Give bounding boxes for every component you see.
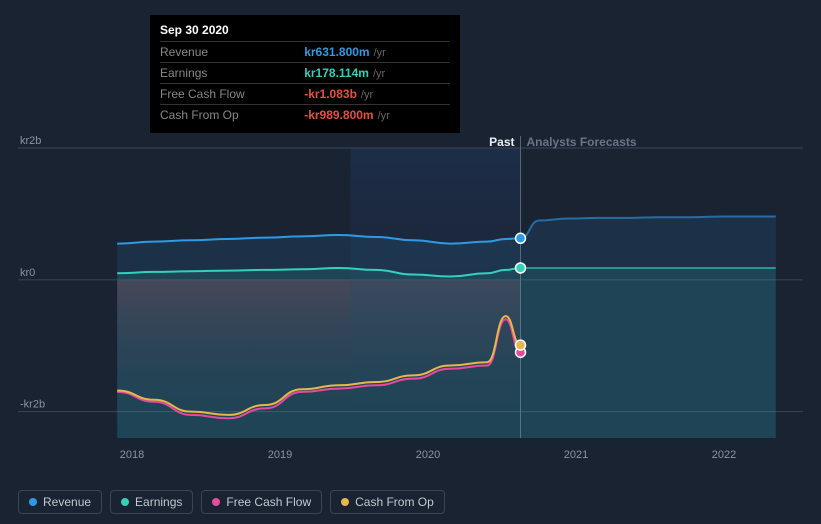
tooltip-row-unit: /yr — [374, 110, 390, 122]
tooltip-row-value: -kr989.800m — [304, 108, 373, 122]
legend-item-earnings[interactable]: Earnings — [110, 490, 193, 514]
svg-text:kr2b: kr2b — [20, 135, 41, 147]
svg-text:kr0: kr0 — [20, 267, 35, 279]
legend-dot — [29, 498, 37, 506]
svg-text:2018: 2018 — [120, 449, 144, 461]
svg-text:2022: 2022 — [712, 449, 736, 461]
legend-dot — [121, 498, 129, 506]
svg-text:-kr2b: -kr2b — [20, 399, 45, 411]
legend-dot — [212, 498, 220, 506]
chart-tooltip: Sep 30 2020 Revenuekr631.800m/yr Earnings… — [150, 15, 460, 133]
tooltip-row-unit: /yr — [357, 89, 373, 101]
tooltip-row-value: kr178.114m — [304, 66, 369, 80]
legend-label: Revenue — [43, 495, 91, 509]
legend-item-free-cash-flow[interactable]: Free Cash Flow — [201, 490, 322, 514]
legend-label: Free Cash Flow — [226, 495, 311, 509]
legend-item-revenue[interactable]: Revenue — [18, 490, 102, 514]
svg-text:2021: 2021 — [564, 449, 588, 461]
legend-item-cash-from-op[interactable]: Cash From Op — [330, 490, 445, 514]
tooltip-row-value: -kr1.083b — [304, 87, 357, 101]
legend-label: Earnings — [135, 495, 182, 509]
tooltip-row-label: Free Cash Flow — [160, 84, 304, 105]
tooltip-row-value: kr631.800m — [304, 45, 369, 59]
svg-text:2019: 2019 — [268, 449, 292, 461]
legend-label: Cash From Op — [355, 495, 434, 509]
tooltip-row-unit: /yr — [370, 47, 386, 59]
tooltip-row-label: Revenue — [160, 42, 304, 63]
chart-legend: Revenue Earnings Free Cash Flow Cash From O… — [18, 490, 445, 514]
tooltip-row-label: Earnings — [160, 63, 304, 84]
svg-text:Analysts Forecasts: Analysts Forecasts — [527, 135, 637, 149]
tooltip-date: Sep 30 2020 — [160, 23, 450, 37]
svg-text:Past: Past — [489, 135, 514, 149]
tooltip-row-unit: /yr — [369, 68, 385, 80]
legend-dot — [341, 498, 349, 506]
svg-text:2020: 2020 — [416, 449, 440, 461]
tooltip-row-label: Cash From Op — [160, 105, 304, 126]
